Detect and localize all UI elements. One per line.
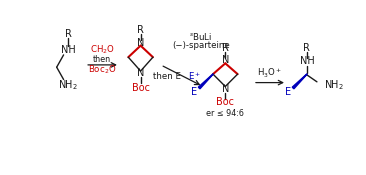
Text: R: R xyxy=(222,43,229,53)
Text: Boc$_2$O: Boc$_2$O xyxy=(88,63,116,76)
Text: E: E xyxy=(191,87,198,97)
Text: CH$_2$O: CH$_2$O xyxy=(90,43,115,56)
Text: NH: NH xyxy=(61,45,76,55)
Text: $^s$BuLi: $^s$BuLi xyxy=(189,31,212,42)
Text: Boc: Boc xyxy=(216,97,234,107)
Text: H$_3$O$^+$: H$_3$O$^+$ xyxy=(257,67,283,80)
Text: then E: then E xyxy=(153,72,182,81)
Text: NH$_2$: NH$_2$ xyxy=(324,78,344,92)
Text: E: E xyxy=(285,87,291,97)
Text: R: R xyxy=(303,43,310,53)
Text: NH$_2$: NH$_2$ xyxy=(58,78,78,92)
Text: R: R xyxy=(65,29,72,39)
Text: N: N xyxy=(222,55,229,65)
Text: N: N xyxy=(137,38,144,48)
Text: N: N xyxy=(137,68,144,78)
Text: Boc: Boc xyxy=(132,83,150,93)
Text: (−)-sparteine: (−)-sparteine xyxy=(172,41,229,50)
Text: NH: NH xyxy=(299,56,314,66)
Text: er ≤ 94:6: er ≤ 94:6 xyxy=(206,109,244,118)
Text: E$^+$: E$^+$ xyxy=(188,71,202,82)
Text: N: N xyxy=(222,84,229,94)
Text: then: then xyxy=(93,55,111,64)
Polygon shape xyxy=(198,74,213,89)
Polygon shape xyxy=(292,74,307,89)
Text: R: R xyxy=(137,25,144,35)
